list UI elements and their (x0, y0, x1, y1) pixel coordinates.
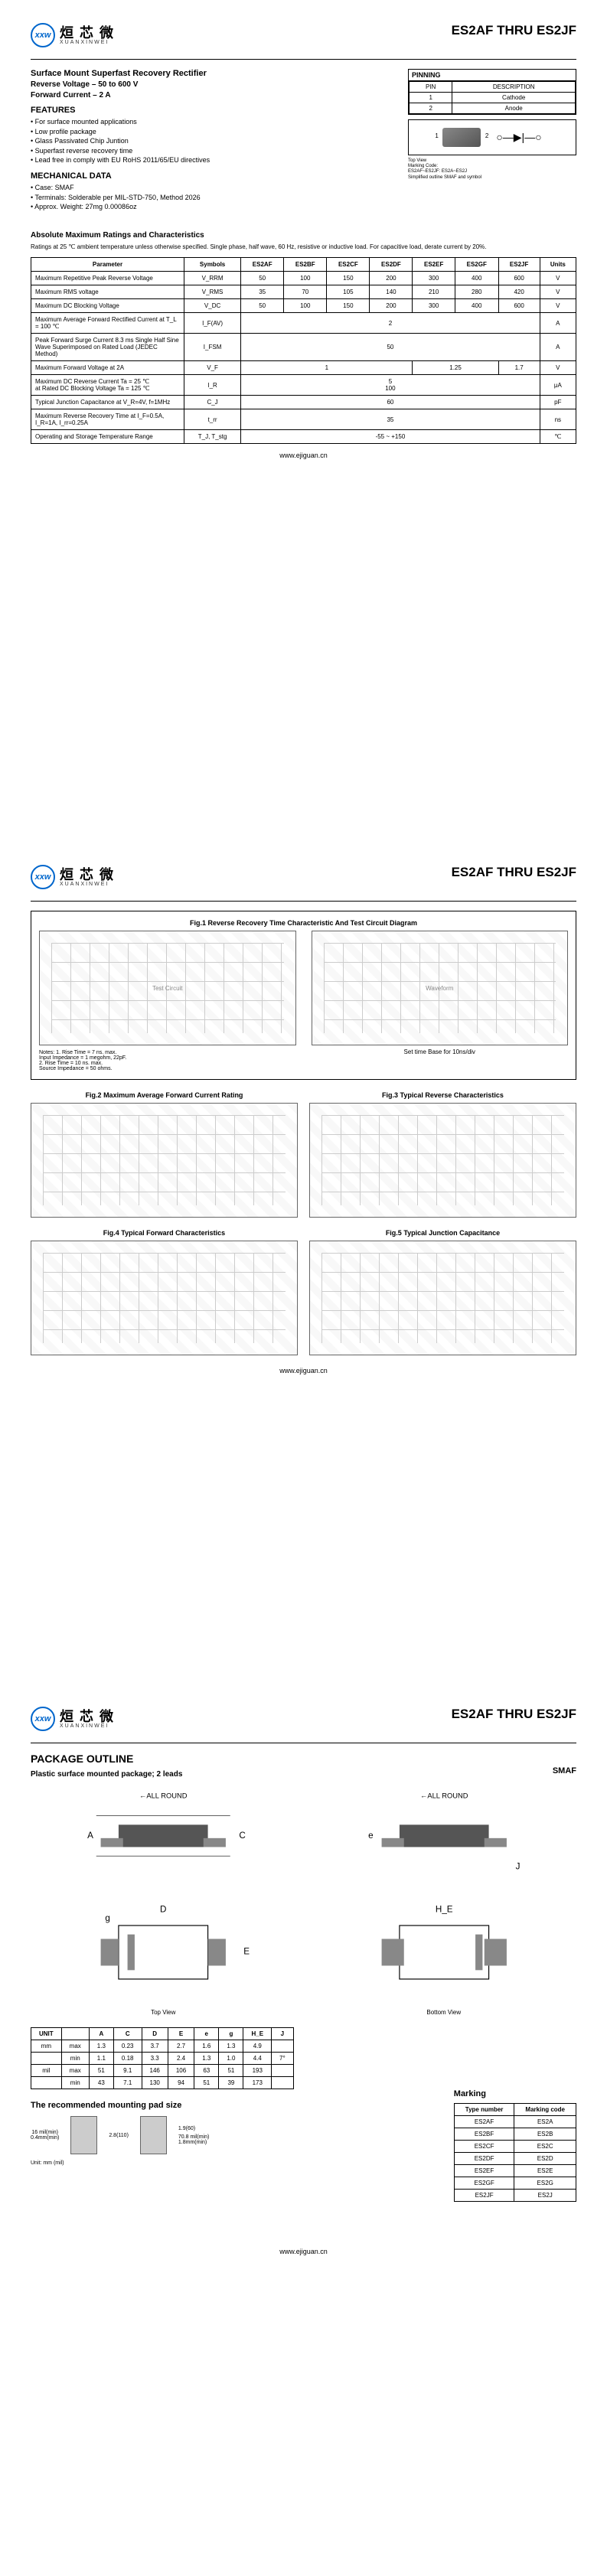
pkg-side-view-2: ←ALL ROUND Je (312, 1780, 577, 1887)
ratings-title: Absolute Maximum Ratings and Characteris… (31, 231, 576, 240)
feature-item: Lead free in comply with EU RoHS 2011/65… (31, 155, 393, 165)
logo: xxw 烜芯微 XUANXINWEI (31, 865, 119, 889)
footer-url: www.ejiguan.cn (31, 452, 576, 459)
footer-url: www.ejiguan.cn (31, 2248, 576, 2255)
fig5-chart (309, 1241, 576, 1355)
page-2: xxw 烜芯微 XUANXINWEI ES2AF THRU ES2JF Fig.… (0, 842, 607, 1684)
pad-left-icon (70, 2116, 97, 2154)
fig4-title: Fig.4 Typical Forward Characteristics (31, 1229, 298, 1237)
pin-notes: Top View Marking Code: ES2AF~ES2JF: ES2A… (408, 158, 576, 181)
fig1-notes: Notes: 1. Rise Time = 7 ns. max. Input I… (39, 1050, 296, 1071)
svg-text:E: E (243, 1946, 250, 1956)
pad-unit: Unit: mm (mil) (31, 2160, 431, 2166)
pkg-title: PACKAGE OUTLINE (31, 1753, 576, 1765)
mech-label: MECHANICAL DATA (31, 171, 393, 181)
product-title: ES2AF THRU ES2JF (452, 1707, 576, 1722)
pinning-panel: PINNING PINDESCRIPTION 1Cathode 2Anode ○… (408, 69, 576, 212)
diode-symbol-icon: ○—▶|—○ (496, 131, 541, 144)
page-1: xxw 烜芯微 XUANXINWEI ES2AF THRU ES2JF Surf… (0, 0, 607, 842)
pkg-sub: Plastic surface mounted package; 2 leads (31, 1770, 182, 1779)
product-title: ES2AF THRU ES2JF (452, 865, 576, 880)
logo-cn: 烜芯微 (60, 26, 119, 40)
svg-text:e: e (368, 1831, 373, 1841)
fig2-title: Fig.2 Maximum Average Forward Current Ra… (31, 1091, 298, 1099)
features-list: For surface mounted applicationsLow prof… (31, 117, 393, 165)
pad-right-icon (140, 2116, 167, 2154)
footer-url: www.ejiguan.cn (31, 1367, 576, 1374)
fig1-circuit: Test Circuit (39, 931, 296, 1045)
product-title: ES2AF THRU ES2JF (452, 23, 576, 38)
mech-list: Case: SMAFTerminals: Solderable per MIL-… (31, 183, 393, 212)
logo: xxw 烜芯微 XUANXINWEI (31, 1707, 119, 1731)
pad-diagram: 16 mil(min) 0.4mm(min) 2.8(110) 1.9(60) … (31, 2116, 431, 2154)
pin-diagram: ○—▶|—○ (408, 119, 576, 155)
svg-text:H_E: H_E (435, 1905, 452, 1915)
feature-item: Superfast reverse recovery time (31, 146, 393, 156)
fig3-title: Fig.3 Typical Reverse Characteristics (309, 1091, 576, 1099)
svg-text:J: J (515, 1862, 520, 1872)
pinning-label: PINNING (409, 70, 576, 81)
dim-table: UNITACDEegH_EJmmmax1.30.233.72.71.61.34.… (31, 2027, 294, 2089)
svg-text:A: A (87, 1831, 93, 1841)
pin-table: PINDESCRIPTION 1Cathode 2Anode (409, 81, 576, 114)
top-view-label: Top View (31, 2009, 296, 2016)
page-3: xxw 烜芯微 XUANXINWEI ES2AF THRU ES2JF PACK… (0, 1684, 607, 2525)
feature-item: Glass Passivated Chip Juntion (31, 136, 393, 146)
logo-en: XUANXINWEI (60, 40, 119, 45)
logo: xxw 烜芯微 XUANXINWEI (31, 23, 119, 47)
fig1-waveform: Waveform (312, 931, 569, 1045)
main-title: Surface Mount Superfast Recovery Rectifi… (31, 69, 393, 78)
ratings-note: Ratings at 25 ℃ ambient temperature unle… (31, 243, 576, 251)
pad-title: The recommended mounting pad size (31, 2101, 431, 2110)
pkg-side-view: ←ALL ROUND A C (31, 1780, 296, 1887)
reverse-voltage: Reverse Voltage – 50 to 600 V (31, 80, 393, 89)
svg-text:C: C (239, 1831, 245, 1841)
fig2-chart (31, 1103, 298, 1218)
bottom-view-label: Bottom View (312, 2009, 577, 2016)
smaf-label: SMAF (553, 1766, 576, 1775)
fig3-chart (309, 1103, 576, 1218)
fig1-title: Fig.1 Reverse Recovery Time Characterist… (39, 919, 568, 927)
ratings-table: ParameterSymbolsES2AFES2BFES2CFES2DFES2E… (31, 257, 576, 444)
features-label: FEATURES (31, 106, 393, 115)
svg-text:←ALL ROUND: ←ALL ROUND (139, 1792, 188, 1799)
svg-text:D: D (160, 1905, 166, 1915)
marking-table: Type numberMarking codeES2AFES2AES2BFES2… (454, 2103, 576, 2202)
pkg-bottom-view: H_E (312, 1899, 577, 2006)
mech-item: Approx. Weight: 27mg 0.00086oz (31, 202, 393, 212)
header: xxw 烜芯微 XUANXINWEI ES2AF THRU ES2JF (31, 23, 576, 47)
intro-text: Surface Mount Superfast Recovery Rectifi… (31, 69, 393, 212)
svg-text:←ALL ROUND: ←ALL ROUND (420, 1792, 468, 1799)
svg-text:g: g (105, 1913, 109, 1923)
marking-title: Marking (454, 2089, 576, 2098)
mech-item: Case: SMAF (31, 183, 393, 193)
fig1-right-label: Set time Base for 10ns/div (312, 1048, 569, 1055)
feature-item: Low profile package (31, 127, 393, 137)
feature-item: For surface mounted applications (31, 117, 393, 127)
pkg-top-view: Dg E (31, 1899, 296, 2006)
fig4-chart (31, 1241, 298, 1355)
logo-icon: xxw (31, 23, 55, 47)
logo-icon: xxw (31, 1707, 55, 1731)
logo-icon: xxw (31, 865, 55, 889)
fig5-title: Fig.5 Typical Junction Capacitance (309, 1229, 576, 1237)
forward-current: Forward Current – 2 A (31, 91, 393, 99)
chip-icon (442, 128, 481, 147)
mech-item: Terminals: Solderable per MIL-STD-750, M… (31, 193, 393, 203)
